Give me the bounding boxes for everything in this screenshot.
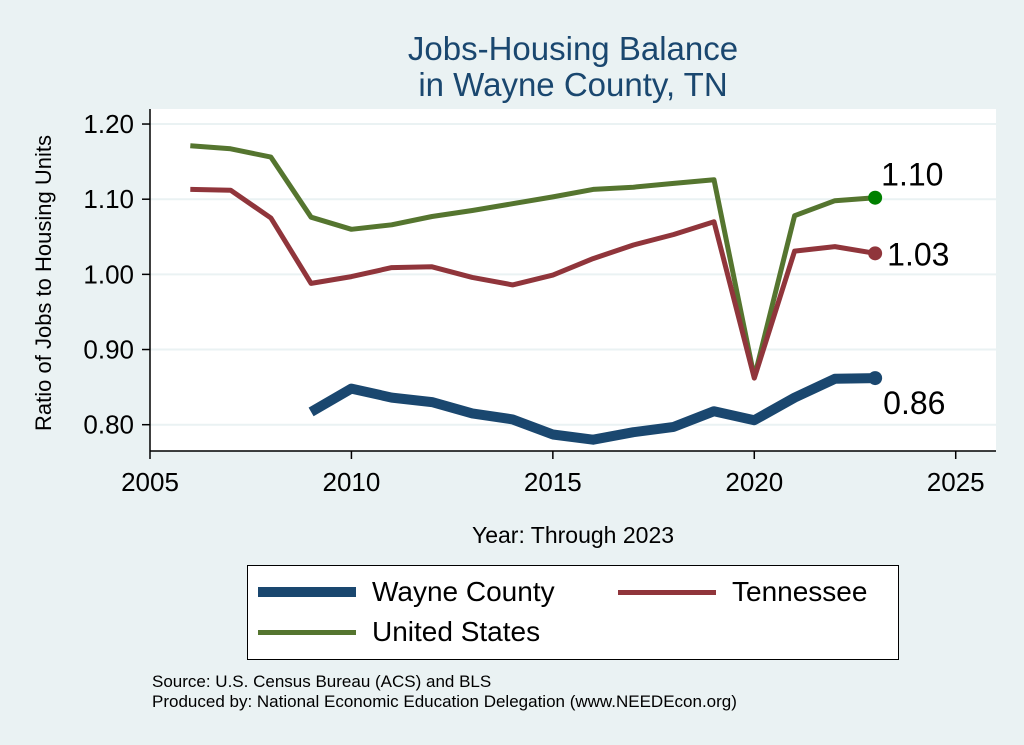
legend-item-tennessee: Tennessee xyxy=(618,576,867,608)
legend-label: Wayne County xyxy=(372,576,555,607)
end-point-marker xyxy=(868,190,883,205)
end-point-marker xyxy=(868,371,883,386)
source-note: Source: U.S. Census Bureau (ACS) and BLS xyxy=(152,672,492,691)
gridlines xyxy=(150,123,996,426)
legend-label: United States xyxy=(372,616,541,647)
end-value-label: 0.86 xyxy=(883,385,945,421)
legend-swatch-united-states xyxy=(258,629,356,635)
x-tick-label: 2020 xyxy=(725,467,783,497)
x-tick-label: 2010 xyxy=(323,467,381,497)
x-axis-label: Year: Through 2023 xyxy=(471,522,675,548)
y-axis-label: Ratio of Jobs to Housing Units xyxy=(31,135,56,431)
legend: Wayne County Tennessee United States xyxy=(247,565,899,660)
end-value-label: 1.03 xyxy=(887,236,949,272)
chart-title-line-2: in Wayne County, TN xyxy=(418,66,728,103)
series-lines xyxy=(190,143,876,445)
y-tick-label: 1.20 xyxy=(83,109,134,139)
legend-item-united-states: United States xyxy=(258,616,540,648)
x-tick-label: 2015 xyxy=(524,467,582,497)
chart-title-line-1: Jobs-Housing Balance xyxy=(407,30,739,67)
y-tick-label: 0.90 xyxy=(83,335,134,365)
plot-area xyxy=(150,109,996,451)
y-tick-label: 0.80 xyxy=(83,410,134,440)
legend-item-wayne-county: Wayne County xyxy=(258,576,555,608)
legend-swatch-wayne-county xyxy=(258,587,356,597)
x-tick-label: 2005 xyxy=(121,467,179,497)
y-tick-label: 1.00 xyxy=(83,259,134,289)
axes: 0.80 0.90 1.00 1.10 1.20 2005 2010 2015 2020 2025 xyxy=(83,109,996,497)
end-value-label: 1.10 xyxy=(881,157,943,193)
legend-label: Tennessee xyxy=(732,576,868,607)
series-line-wayne-county xyxy=(308,373,876,445)
end-point-marker xyxy=(868,246,883,261)
series-line-tennessee xyxy=(190,186,876,381)
legend-swatch-tennessee xyxy=(618,589,716,595)
end-markers: 1.10 1.03 0.86 xyxy=(868,157,949,421)
y-tick-label: 1.10 xyxy=(83,184,134,214)
producer-note: Produced by: National Economic Education… xyxy=(152,692,737,711)
x-tick-label: 2025 xyxy=(927,467,985,497)
